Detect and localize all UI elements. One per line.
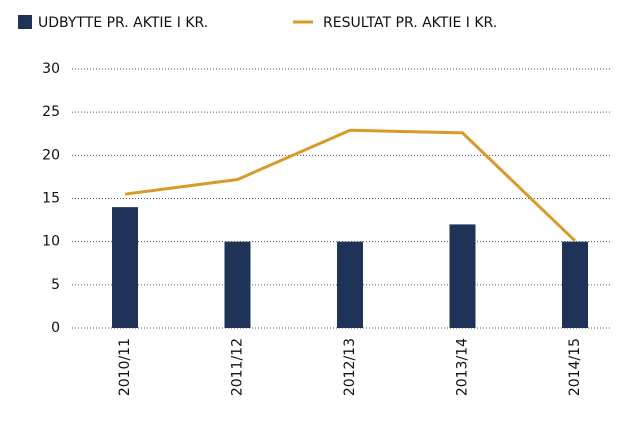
y-tick-label: 15 (42, 191, 60, 207)
bar (224, 241, 251, 328)
bar (337, 241, 363, 328)
y-tick-label: 5 (51, 277, 60, 293)
x-tick-label: 2013/14 (455, 338, 471, 396)
y-tick-label: 10 (42, 234, 60, 250)
bar (112, 207, 138, 328)
y-tick-label: 20 (42, 147, 60, 163)
y-tick-label: 25 (42, 104, 60, 120)
bar (449, 224, 476, 328)
x-tick-label: 2010/11 (117, 338, 133, 396)
line (124, 128, 577, 242)
y-tick-label: 0 (51, 320, 60, 336)
legend-swatch (18, 15, 32, 29)
legend-label: UDBYTTE PR. AKTIE I KR. (38, 15, 208, 31)
legend-label: RESULTAT PR. AKTIE I KR. (323, 15, 497, 31)
bar (562, 241, 588, 328)
x-tick-label: 2014/15 (567, 338, 583, 396)
y-tick-label: 30 (42, 61, 60, 77)
x-tick-label: 2011/12 (230, 338, 246, 396)
x-tick-label: 2012/13 (342, 338, 358, 396)
